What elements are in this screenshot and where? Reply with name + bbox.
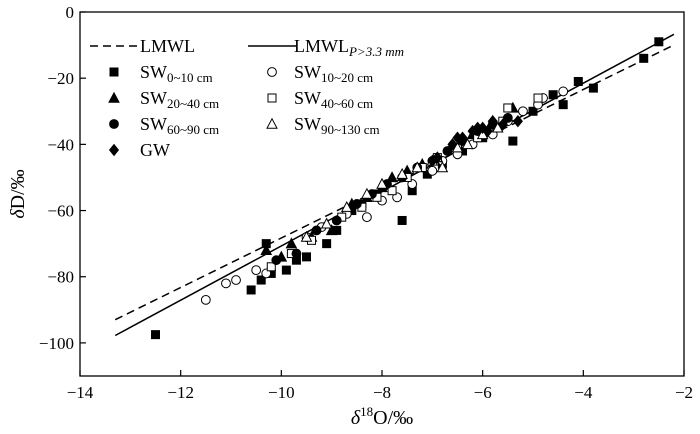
- data-point: [361, 187, 373, 199]
- data-point: [325, 224, 338, 236]
- data-point: [311, 225, 322, 236]
- data-point: [320, 217, 333, 229]
- y-tick-label: 0: [66, 3, 75, 22]
- data-point: [387, 186, 397, 196]
- legend-marker: [267, 67, 277, 77]
- y-tick-label: −60: [47, 202, 74, 221]
- data-point: [518, 106, 528, 117]
- data-point: [502, 112, 513, 123]
- legend-label: GW: [140, 140, 170, 160]
- data-point: [221, 278, 231, 289]
- data-point: [461, 138, 474, 150]
- data-point: [302, 252, 311, 262]
- data-point: [256, 275, 266, 285]
- data-point: [447, 138, 458, 151]
- data-point: [639, 53, 649, 63]
- legend-label: SW20~40 cm: [140, 88, 219, 111]
- data-point: [503, 103, 513, 113]
- axes-group: −14 −12 −10 −8 −6 −4 −20−20−40−60−80−100: [39, 3, 693, 402]
- y-tick-label: −40: [47, 135, 74, 154]
- legend-marker: [109, 119, 119, 129]
- data-point: [508, 136, 518, 146]
- data-point: [300, 230, 313, 242]
- data-point: [386, 171, 398, 183]
- data-point: [427, 154, 438, 168]
- x-tick-label: −14: [67, 383, 94, 402]
- legend-marker: [108, 143, 120, 157]
- data-point: [231, 275, 241, 285]
- data-point: [654, 37, 664, 47]
- data-point: [411, 161, 424, 173]
- data-point: [285, 237, 298, 249]
- data-point: [322, 239, 332, 249]
- x-tick-label: −12: [167, 383, 194, 402]
- data-point: [442, 146, 453, 156]
- data-point: [588, 83, 598, 93]
- legend-label: SW60~90 cm: [140, 114, 219, 137]
- legend-marker: [109, 67, 119, 77]
- data-point: [151, 330, 160, 340]
- data-point: [251, 265, 262, 276]
- data-point: [472, 121, 483, 135]
- y-tick-label: −20: [47, 69, 74, 88]
- legend-label: SW40~60 cm: [294, 88, 373, 111]
- legend-label: SW10~20 cm: [294, 62, 373, 85]
- data-point: [271, 255, 282, 266]
- data-point: [528, 106, 538, 116]
- y-tick-label: −100: [39, 334, 74, 353]
- data-point: [396, 167, 408, 179]
- data-point: [452, 131, 463, 144]
- legend-marker: [266, 117, 278, 129]
- data-point: [362, 212, 372, 223]
- data-point: [558, 100, 568, 110]
- data-point: [200, 294, 211, 305]
- legend-group: LMWL SW0~10 cm SW20~40 cm SW60~90 cm GW LMWLP…: [90, 36, 404, 160]
- data-point: [487, 115, 498, 128]
- data-point: [331, 215, 342, 226]
- y-tick-label: −80: [47, 268, 74, 287]
- points-group: [151, 37, 664, 340]
- legend-label: SW90~130 cm: [294, 114, 380, 137]
- data-point: [548, 90, 558, 100]
- data-point: [260, 243, 273, 255]
- data-point: [436, 161, 449, 173]
- data-point: [558, 86, 569, 97]
- legend-marker: [108, 91, 120, 103]
- data-point: [340, 200, 353, 212]
- x-tick-label: −2: [675, 383, 693, 402]
- data-point: [573, 76, 583, 86]
- data-point: [291, 248, 302, 259]
- data-point: [397, 215, 407, 225]
- x-tick-label: −4: [574, 383, 593, 402]
- data-point: [266, 262, 276, 272]
- x-tick-label: −6: [474, 383, 492, 402]
- data-point: [533, 93, 543, 103]
- x-tick-label: −10: [268, 383, 295, 402]
- x-axis-title: δ18O/‰: [351, 404, 413, 429]
- y-axis-title: δD/‰: [7, 169, 29, 218]
- plot-frame: [79, 11, 685, 377]
- x-tick-label: −8: [373, 383, 391, 402]
- data-point: [512, 115, 523, 128]
- legend-label: SW0~10 cm: [140, 62, 213, 85]
- data-point: [281, 265, 291, 275]
- legend-label: LMWL: [140, 36, 195, 56]
- data-point: [482, 124, 493, 138]
- legend-label: LMWLP>3.3 mm: [294, 36, 404, 59]
- data-point: [351, 199, 362, 209]
- data-point: [427, 165, 438, 176]
- legend-marker: [267, 93, 277, 103]
- data-point: [246, 285, 256, 295]
- data-point: [376, 177, 388, 189]
- data-point: [497, 118, 508, 131]
